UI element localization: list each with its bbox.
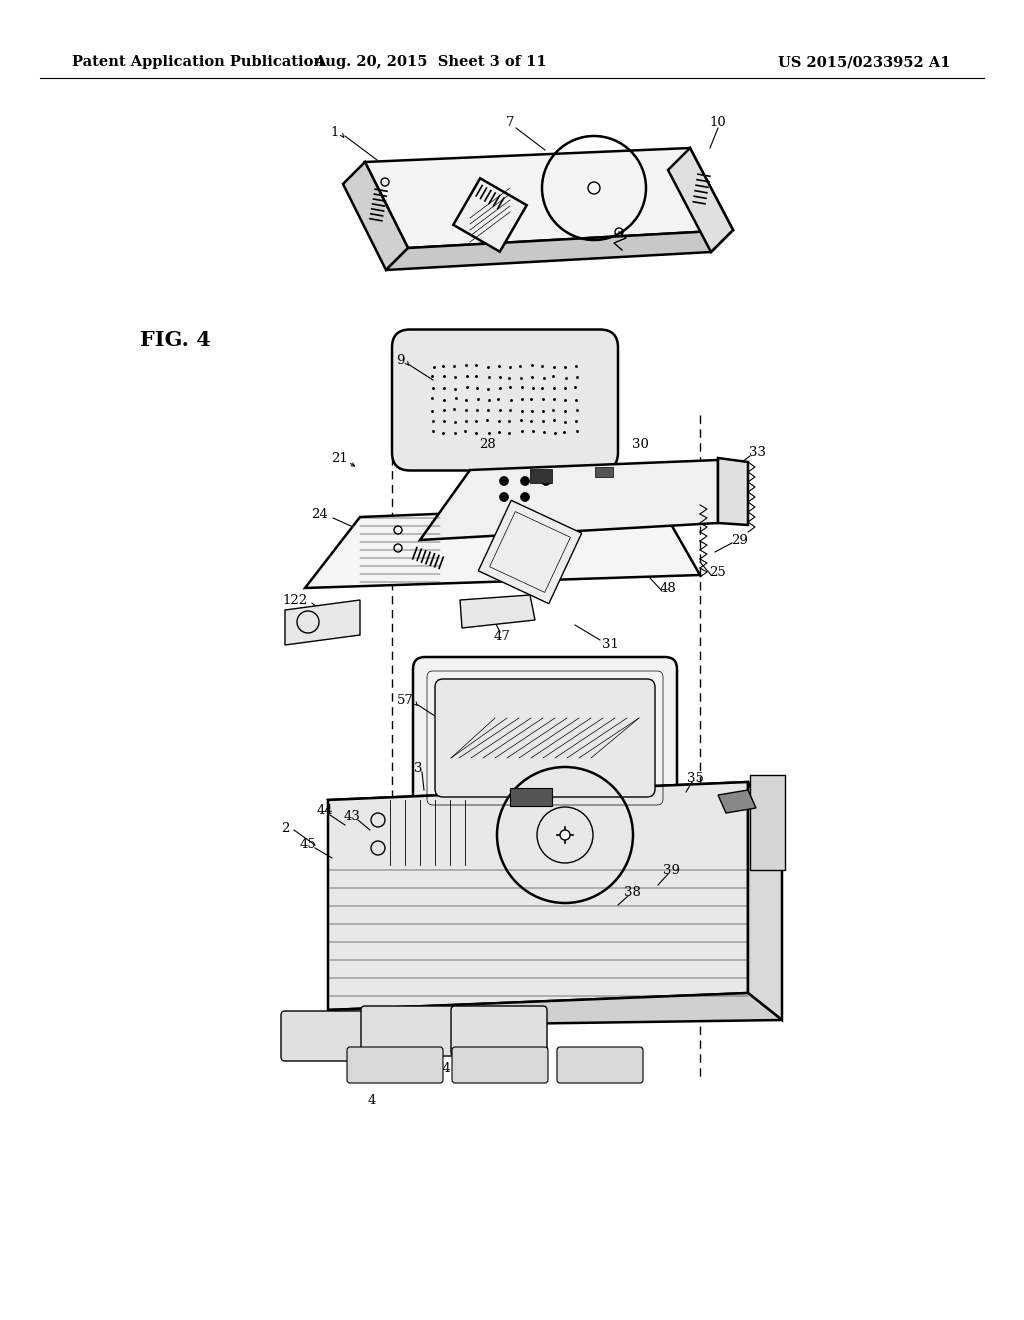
Polygon shape — [285, 601, 360, 645]
Text: 1: 1 — [331, 125, 339, 139]
FancyBboxPatch shape — [452, 1047, 548, 1082]
Text: 38: 38 — [624, 886, 640, 899]
Text: 47: 47 — [494, 630, 510, 643]
Text: 21: 21 — [332, 451, 348, 465]
Circle shape — [542, 477, 551, 486]
FancyBboxPatch shape — [557, 1047, 643, 1082]
Text: 39: 39 — [664, 863, 681, 876]
Text: 2: 2 — [281, 821, 289, 834]
Text: 43: 43 — [344, 809, 360, 822]
FancyBboxPatch shape — [435, 678, 655, 797]
Text: 57: 57 — [396, 693, 414, 706]
Polygon shape — [328, 993, 782, 1026]
Text: 122: 122 — [283, 594, 307, 606]
Polygon shape — [328, 781, 782, 869]
Text: 3: 3 — [414, 762, 422, 775]
FancyBboxPatch shape — [413, 657, 677, 818]
Bar — [750, 775, 785, 870]
Bar — [530, 469, 552, 483]
FancyBboxPatch shape — [451, 1006, 547, 1056]
Text: 45: 45 — [300, 838, 316, 851]
Bar — [595, 467, 613, 477]
Circle shape — [520, 492, 529, 502]
Text: US 2015/0233952 A1: US 2015/0233952 A1 — [778, 55, 950, 69]
Circle shape — [560, 830, 570, 840]
FancyBboxPatch shape — [361, 1006, 459, 1056]
Text: 24: 24 — [311, 508, 329, 521]
Text: 44: 44 — [316, 804, 334, 817]
Text: 4: 4 — [368, 1093, 376, 1106]
Text: Patent Application Publication: Patent Application Publication — [72, 55, 324, 69]
Text: 6: 6 — [486, 206, 494, 219]
Text: 30: 30 — [632, 438, 648, 451]
Text: 10: 10 — [710, 116, 726, 128]
Circle shape — [500, 477, 509, 486]
Polygon shape — [328, 781, 748, 1010]
Text: 31: 31 — [601, 639, 618, 652]
Polygon shape — [305, 506, 700, 587]
FancyBboxPatch shape — [281, 1011, 369, 1061]
Text: 35: 35 — [686, 771, 703, 784]
Text: 28: 28 — [479, 438, 497, 451]
Polygon shape — [365, 148, 733, 248]
Text: 25: 25 — [710, 565, 726, 578]
Text: 29: 29 — [731, 533, 749, 546]
FancyBboxPatch shape — [347, 1047, 443, 1082]
Bar — [510, 788, 552, 807]
Text: 41: 41 — [441, 759, 459, 771]
Polygon shape — [420, 459, 718, 540]
Polygon shape — [489, 512, 570, 593]
Text: 9: 9 — [395, 354, 404, 367]
Polygon shape — [718, 458, 748, 525]
Circle shape — [500, 492, 509, 502]
Polygon shape — [454, 178, 526, 252]
Text: 48: 48 — [659, 582, 677, 594]
Text: 34: 34 — [433, 1061, 451, 1074]
Polygon shape — [718, 789, 756, 813]
Polygon shape — [343, 162, 408, 271]
Polygon shape — [386, 230, 733, 271]
FancyBboxPatch shape — [392, 330, 618, 470]
Text: 42: 42 — [483, 755, 501, 768]
Text: Aug. 20, 2015  Sheet 3 of 11: Aug. 20, 2015 Sheet 3 of 11 — [313, 55, 547, 69]
Text: 33: 33 — [750, 446, 767, 458]
Text: 22: 22 — [557, 521, 573, 535]
Text: FIG. 4: FIG. 4 — [139, 330, 211, 350]
Circle shape — [520, 477, 529, 486]
Text: 40: 40 — [526, 1053, 544, 1067]
Text: 49: 49 — [489, 1061, 507, 1074]
Polygon shape — [478, 500, 582, 603]
Polygon shape — [668, 148, 733, 252]
Polygon shape — [748, 781, 782, 1020]
Text: 37: 37 — [584, 751, 600, 764]
Text: 8: 8 — [534, 754, 542, 767]
Polygon shape — [460, 595, 535, 628]
Text: 7: 7 — [506, 116, 514, 128]
